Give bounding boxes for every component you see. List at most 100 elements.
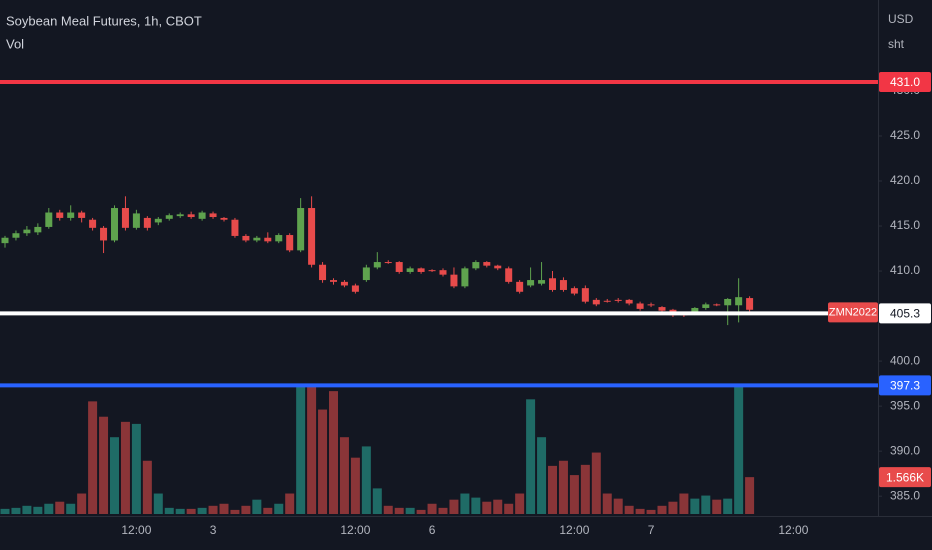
volume-bar <box>131 423 141 514</box>
volume-bar <box>526 399 536 514</box>
volume-bar <box>635 508 645 514</box>
volume-bar <box>77 493 87 514</box>
x-tick-label: 7 <box>648 523 655 537</box>
candle-body <box>417 268 425 272</box>
y-tick-label: 400.0 <box>890 353 920 367</box>
volume-bar <box>646 509 656 514</box>
y-tick-label: 415.0 <box>890 218 920 232</box>
volume-bar <box>44 503 54 514</box>
volume-bar <box>55 501 65 514</box>
candle-body <box>735 297 743 306</box>
volume-bar <box>88 401 98 514</box>
volume-bar <box>383 505 393 514</box>
candle-body <box>231 219 239 236</box>
candle-body <box>121 208 129 228</box>
volume-bar <box>482 501 492 514</box>
volume-bar <box>22 505 32 514</box>
candle-body <box>340 281 348 286</box>
candle-body <box>34 226 42 233</box>
volume-bar <box>548 465 557 514</box>
candle-body <box>658 307 666 311</box>
candle-body <box>154 218 162 223</box>
y-tick-label: 425.0 <box>890 128 920 142</box>
candle-body <box>242 235 250 241</box>
candle-body <box>12 233 20 238</box>
volume-bar <box>613 498 623 514</box>
volume-bar <box>372 488 382 514</box>
volume-bar <box>460 493 470 514</box>
volume-bar <box>66 503 76 514</box>
indicator-label: Vol <box>6 36 24 51</box>
candle-body <box>691 307 699 314</box>
candle-body <box>56 212 64 218</box>
volume-bar <box>329 391 338 514</box>
y-tick-label: 410.0 <box>890 263 920 277</box>
chart-title: Soybean Meal Futures, 1h, CBOT <box>6 13 202 28</box>
volume-bar <box>504 503 514 514</box>
volume-bar <box>274 503 284 514</box>
candle-body <box>559 280 567 290</box>
volume-bar <box>712 499 722 514</box>
volume-bar <box>318 409 328 514</box>
volume-bar <box>153 493 163 514</box>
candle-body <box>362 267 370 281</box>
volume-bar <box>11 507 21 514</box>
candle-body <box>461 268 469 287</box>
volume-bar <box>723 498 733 514</box>
candle-body <box>264 237 272 242</box>
volume-tag <box>879 467 931 488</box>
price-tag-label: 431.0 <box>890 75 920 89</box>
candle-body <box>384 262 392 264</box>
y-tick-label: 395.0 <box>890 398 920 412</box>
volume-bar <box>427 503 437 514</box>
candle-body <box>592 299 600 305</box>
currency-label: USD <box>888 12 914 26</box>
volume-bar <box>394 507 404 514</box>
candle-body <box>78 212 86 218</box>
volume-bar <box>591 452 601 514</box>
volume-bar <box>263 507 273 514</box>
candle-body <box>165 215 173 219</box>
candle-body <box>439 270 447 275</box>
candle-body <box>198 212 206 219</box>
volume-bar <box>33 506 43 514</box>
candle-body <box>297 208 305 251</box>
candle-body <box>614 299 622 301</box>
x-tick-label: 12:00 <box>559 523 589 537</box>
candle-body <box>603 300 611 302</box>
volume-bar <box>580 464 590 514</box>
volume-bar <box>350 457 360 514</box>
candle-body <box>319 264 327 281</box>
price-tag <box>879 71 931 92</box>
volume-bar <box>438 507 448 514</box>
price-tag-label: 397.3 <box>890 379 920 393</box>
volume-bar <box>307 386 317 514</box>
volume-bar <box>339 437 349 514</box>
volume-bar <box>197 507 207 514</box>
volume-bar <box>690 498 700 514</box>
candle-body <box>428 270 436 272</box>
volume-bar <box>624 505 634 514</box>
y-tick-label: 385.0 <box>890 488 920 502</box>
volume-bar <box>252 499 262 514</box>
volume-bar <box>241 505 251 514</box>
volume-bar <box>99 416 109 514</box>
volume-bar <box>602 493 612 514</box>
volume-bar <box>679 493 689 514</box>
candle-body <box>527 280 535 286</box>
y-tick-label: 420.0 <box>890 173 920 187</box>
candle-body <box>505 268 513 282</box>
volume-bar <box>493 499 503 514</box>
candle-body <box>746 298 754 310</box>
candle-body <box>111 208 118 241</box>
volume-bar <box>701 495 711 514</box>
candle-body <box>702 304 710 308</box>
candle-body <box>253 237 261 241</box>
candle-body <box>570 288 578 294</box>
volume-bar <box>296 386 306 514</box>
symbol-tag <box>828 302 878 323</box>
candle-body <box>209 213 217 218</box>
volume-bar <box>110 437 119 514</box>
volume-bar <box>175 508 185 514</box>
candle-body <box>67 212 75 218</box>
